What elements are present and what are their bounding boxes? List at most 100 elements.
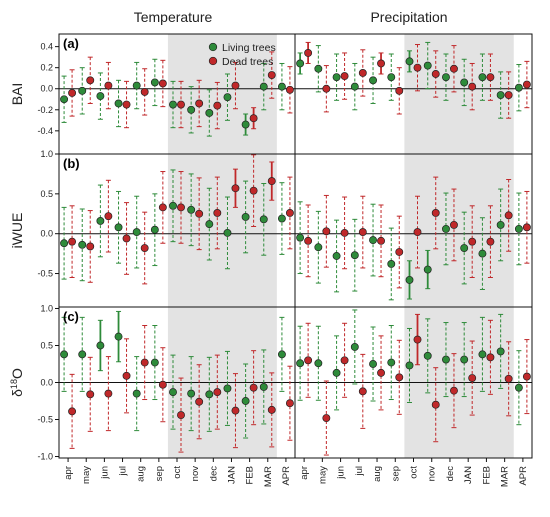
precipitation-dead-point: [468, 374, 477, 383]
ytick-label: -1.0: [37, 452, 53, 462]
temperature-dead-point: [195, 209, 204, 218]
temperature-living-point: [78, 350, 87, 359]
precipitation-living-point: [332, 73, 341, 82]
precipitation-dead-point: [377, 236, 385, 245]
temperature-living-point: [241, 120, 250, 129]
ytick-label: 0.0: [40, 378, 53, 388]
temperature-living-point: [132, 228, 141, 237]
precipitation-living-point: [423, 351, 432, 360]
legend-label-dead: Dead trees: [222, 56, 273, 68]
precipitation-dead-point: [340, 356, 349, 365]
precipitation-living-point: [496, 220, 505, 229]
precipitation-dead-point: [358, 387, 367, 396]
panel-2: -0.5 0.0 0.5 1.0 (b) iWUE: [9, 149, 533, 308]
month-label-sep: sep: [154, 466, 165, 481]
precipitation-living-point: [460, 78, 469, 87]
month-label-sep: sep: [390, 466, 401, 481]
temperature-living-point: [223, 228, 232, 237]
precipitation-dead-point: [340, 72, 349, 81]
ytick-label: -0.2: [37, 105, 53, 115]
precipitation-living-point: [496, 91, 505, 100]
column-title-precipitation: Precipitation: [370, 9, 447, 25]
temperature-dead-point: [68, 237, 77, 246]
temperature-living-point: [223, 384, 232, 393]
precipitation-dead-point: [322, 414, 331, 422]
precipitation-dormant-shade: [404, 154, 514, 307]
ytick-label: -0.5: [37, 415, 53, 425]
month-label-jul: jul: [354, 466, 365, 477]
ytick-label: 0.5: [40, 340, 53, 350]
temperature-dead-point: [267, 71, 276, 80]
temperature-living-point: [60, 350, 69, 359]
precipitation-living-point: [296, 233, 305, 242]
month-label-MAR: MAR: [263, 466, 274, 487]
panel-3: -1.0 -0.5 0.0 0.5 1.0 (c) δ18O: [9, 303, 533, 462]
temperature-living-point: [223, 93, 232, 102]
temperature-dead-point: [285, 209, 294, 217]
panel-label: (b): [63, 156, 80, 171]
temperature-dead-point: [231, 406, 240, 415]
precipitation-living-point: [387, 358, 396, 367]
month-label-nov: nov: [190, 466, 201, 482]
precipitation-living-point: [369, 360, 377, 368]
temperature-living-point: [96, 216, 105, 225]
precipitation-living-point: [369, 76, 377, 85]
precipitation-dead-point: [450, 386, 458, 395]
temperature-living-point: [169, 388, 177, 397]
precipitation-living-point: [405, 57, 414, 66]
month-label-jun: jun: [336, 466, 347, 480]
temperature-dead-point: [231, 81, 240, 90]
precipitation-dead-point: [522, 372, 531, 381]
temperature-dead-point: [122, 234, 131, 243]
month-label-FEB: FEB: [245, 466, 256, 484]
temperature-dead-point: [213, 388, 222, 397]
month-label-jun: jun: [99, 466, 110, 480]
temperature-dead-point: [177, 203, 185, 212]
column-title-temperature: Temperature: [134, 9, 213, 25]
month-label-may: may: [81, 466, 92, 484]
temperature-dead-point: [267, 405, 276, 414]
precipitation-dead-point: [413, 335, 422, 344]
precipitation-dead-point: [395, 248, 404, 256]
temperature-dead-point: [86, 390, 95, 399]
precipitation-dead-point: [340, 228, 349, 237]
temperature-dead-point: [104, 389, 113, 398]
temperature-dead-point: [213, 209, 222, 217]
month-label-JAN: JAN: [226, 466, 237, 484]
precipitation-dead-point: [468, 237, 477, 246]
month-label-aug: aug: [136, 466, 147, 482]
ytick-label: 1.0: [40, 303, 53, 313]
precipitation-dead-point: [431, 400, 440, 409]
month-label-FEB: FEB: [481, 466, 492, 484]
temperature-dead-point: [249, 383, 258, 392]
ytick-label: 0.5: [40, 189, 53, 199]
precipitation-dead-point: [322, 227, 331, 236]
precipitation-living-point: [314, 64, 323, 73]
temperature-living-point: [150, 225, 159, 234]
temperature-living-point: [96, 341, 105, 350]
month-label-oct: oct: [172, 466, 183, 479]
temperature-dead-point: [122, 100, 131, 109]
precipitation-living-point: [350, 343, 359, 351]
ytick-label: 1.0: [40, 149, 53, 159]
ytick-label: -0.4: [37, 126, 53, 136]
temperature-dead-point: [177, 411, 185, 420]
precipitation-living-point: [514, 383, 523, 392]
precipitation-living-point: [478, 350, 487, 359]
precipitation-living-point: [387, 73, 396, 82]
precipitation-living-point: [387, 260, 396, 268]
precipitation-living-point: [496, 347, 505, 356]
precipitation-living-point: [369, 236, 377, 245]
temperature-dead-point: [122, 371, 131, 380]
temperature-dead-point: [140, 87, 149, 96]
precipitation-dead-point: [304, 236, 313, 245]
temperature-dead-point: [285, 85, 294, 94]
precipitation-living-point: [442, 224, 450, 233]
precipitation-dead-point: [431, 70, 440, 78]
precipitation-living-point: [332, 368, 341, 377]
precipitation-dead-point: [504, 211, 513, 220]
precipitation-living-point: [350, 251, 359, 260]
temperature-living-point: [277, 214, 286, 223]
month-label-JAN: JAN: [463, 466, 474, 484]
